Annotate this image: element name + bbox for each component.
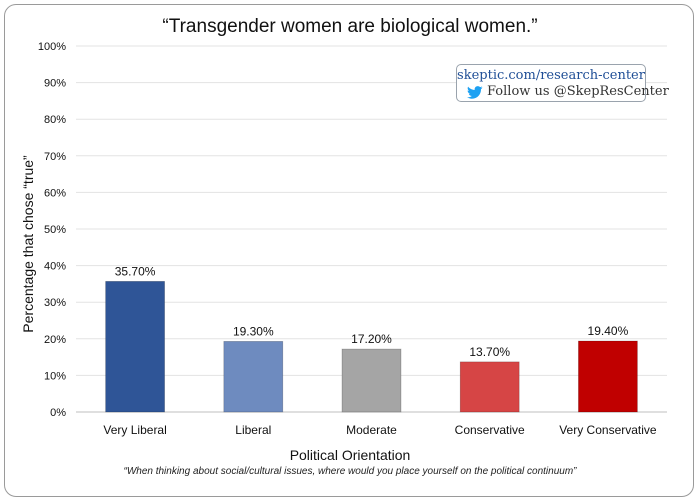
bar [578, 340, 638, 413]
research-center-badge[interactable]: skeptic.com/research-center Follow us @S… [456, 64, 669, 102]
y-tick-label: 80% [44, 114, 66, 126]
bar-value-label: 19.40% [588, 324, 629, 338]
twitter-follow-text[interactable]: Follow us @SkepResCenter [487, 84, 669, 99]
x-tick-label: Conservative [455, 423, 525, 437]
y-tick-label: 60% [44, 187, 66, 199]
y-tick-label: 70% [44, 151, 66, 163]
y-tick-label: 100% [38, 41, 66, 53]
y-tick-label: 30% [44, 297, 66, 309]
bar [223, 341, 284, 413]
x-tick-label: Very Liberal [103, 423, 166, 437]
bar [341, 348, 402, 413]
y-tick-label: 20% [44, 334, 66, 346]
bar [105, 280, 165, 413]
x-tick-label: Moderate [346, 423, 397, 437]
bar-value-label: 35.70% [115, 264, 156, 278]
x-axis-label: Political Orientation [289, 447, 411, 463]
research-center-link[interactable]: skeptic.com/research-center [457, 68, 645, 83]
x-tick-label: Very Conservative [559, 423, 657, 437]
y-tick-label: 90% [44, 78, 66, 90]
bar-value-label: 13.70% [469, 345, 510, 359]
x-tick-label: Liberal [235, 423, 271, 437]
survey-question-note: “When thinking about social/cultural iss… [123, 466, 577, 477]
y-tick-label: 50% [44, 224, 66, 236]
chart-title: “Transgender women are biological women.… [162, 16, 538, 37]
bar-value-label: 19.30% [233, 324, 274, 338]
bar [459, 361, 520, 413]
twitter-bird-icon [467, 86, 483, 99]
bar-value-label: 17.20% [351, 332, 392, 346]
y-tick-label: 10% [44, 370, 66, 382]
y-tick-label: 0% [50, 407, 66, 419]
y-tick-label: 40% [44, 261, 66, 273]
